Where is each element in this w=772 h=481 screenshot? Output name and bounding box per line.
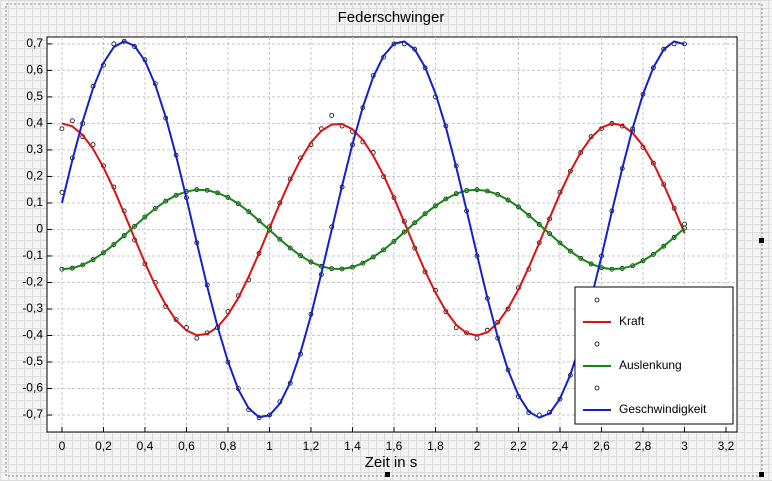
y-tick-label: 0 — [36, 222, 43, 236]
y-tick-label: 0,1 — [26, 195, 43, 209]
x-tick-label: 1,8 — [427, 439, 444, 453]
y-tick-label: -0,3 — [22, 301, 43, 315]
x-tick-label: 2,6 — [593, 439, 610, 453]
x-tick-label: 3 — [681, 439, 688, 453]
y-tick-label: 0,5 — [26, 89, 43, 103]
series-line — [61, 122, 686, 337]
data-point — [69, 118, 75, 124]
y-tick-label: -0,5 — [22, 354, 43, 368]
x-tick-label: 2,2 — [510, 439, 527, 453]
legend-label: Geschwindigkeit — [619, 402, 707, 416]
x-tick-label: 1 — [266, 439, 273, 453]
data-point — [59, 126, 65, 132]
x-tick-label: 0 — [59, 439, 66, 453]
y-tick-label: 0,3 — [26, 142, 43, 156]
y-tick-label: -0,6 — [22, 381, 43, 395]
x-tick-label: 0,8 — [220, 439, 237, 453]
y-tick-label: -0,4 — [22, 328, 43, 342]
x-tick-label: 0,4 — [137, 439, 154, 453]
legend-box — [574, 286, 734, 425]
x-tick-label: 2 — [474, 439, 481, 453]
data-point — [111, 41, 117, 47]
data-point — [194, 335, 200, 341]
y-tick-label: -0,7 — [22, 407, 43, 421]
x-tick-label: 2,4 — [552, 439, 569, 453]
series-line — [61, 188, 686, 271]
legend-marker — [594, 341, 600, 347]
y-tick-label: 0,6 — [26, 63, 43, 77]
x-tick-label: 0,6 — [178, 439, 195, 453]
y-tick-label: 0,7 — [26, 36, 43, 50]
x-tick-label: 1,6 — [386, 439, 403, 453]
resize-handle — [759, 238, 764, 243]
y-tick-label: -0,1 — [22, 248, 43, 262]
x-tick-label: 1,2 — [303, 439, 320, 453]
data-point — [329, 113, 335, 118]
x-axis-label: Zeit in s — [365, 454, 418, 471]
chart-title: Federschwinger — [338, 9, 445, 26]
resize-handle — [759, 472, 764, 477]
y-tick-label: 0,2 — [26, 169, 43, 183]
x-tick-label: 1,4 — [344, 439, 361, 453]
legend-marker — [594, 297, 600, 303]
legend-label: Auslenkung — [619, 358, 682, 372]
x-tick-label: 2,8 — [635, 439, 652, 453]
y-tick-label: -0,2 — [22, 275, 43, 289]
legend-label: Kraft — [619, 314, 645, 328]
data-point — [474, 335, 480, 341]
x-tick-label: 0,2 — [95, 439, 112, 453]
resize-handle — [385, 472, 390, 477]
legend-marker — [594, 385, 600, 391]
data-point — [682, 221, 687, 227]
x-tick-label: 3,2 — [718, 439, 735, 453]
y-tick-label: 0,4 — [26, 116, 43, 130]
